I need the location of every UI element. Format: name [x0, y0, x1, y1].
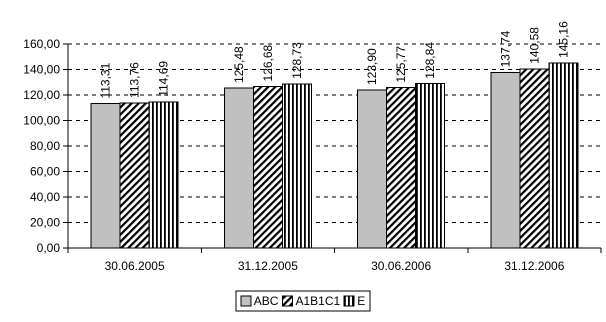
- bar: [415, 83, 446, 249]
- data-label: 128,84: [423, 42, 437, 79]
- bar: [386, 87, 417, 249]
- bar: [548, 62, 579, 249]
- legend-label: E: [357, 294, 365, 308]
- bar: [490, 71, 521, 249]
- legend-label: A1B1C1: [295, 294, 340, 308]
- data-label: 123,90: [365, 48, 379, 85]
- bar: [252, 85, 283, 249]
- y-tick-label: 100,00: [23, 114, 60, 128]
- bar: [148, 101, 179, 249]
- data-label: 145,16: [556, 21, 570, 58]
- y-tick-label: 80,00: [30, 139, 60, 153]
- bar: [223, 87, 254, 249]
- legend-swatch: [343, 295, 355, 307]
- legend-swatch: [281, 295, 293, 307]
- x-tick-label: 30.06.2005: [105, 259, 165, 273]
- x-tick-label: 30.06.2006: [371, 259, 431, 273]
- bar: [119, 102, 150, 249]
- data-label: 113,76: [128, 62, 142, 98]
- data-label: 113,31: [99, 62, 113, 98]
- x-tick-label: 31.12.2005: [238, 259, 298, 273]
- y-tick-label: 20,00: [30, 216, 60, 230]
- legend-swatch: [240, 295, 252, 307]
- bar: [90, 103, 121, 249]
- legend-box: [235, 290, 371, 312]
- bar: [281, 83, 312, 249]
- y-tick-label: 0,00: [37, 241, 61, 255]
- data-label: 125,48: [232, 46, 246, 83]
- plot-area: 0,00 20,00 40,00 60,00 80,00 100,00 120,00 140,…: [23, 21, 602, 273]
- y-tick-label: 60,00: [30, 165, 60, 179]
- bar: [519, 68, 550, 249]
- bar: [357, 89, 388, 249]
- x-tick-label: 31.12.2006: [504, 259, 564, 273]
- y-tick-label: 140,00: [23, 63, 60, 77]
- data-label: 128,73: [290, 42, 304, 79]
- data-label: 126,68: [261, 44, 275, 81]
- y-tick-label: 120,00: [23, 88, 60, 102]
- data-label: 125,77: [394, 46, 408, 83]
- data-label: 140,58: [527, 27, 541, 64]
- data-label: 114,69: [157, 61, 171, 97]
- y-tick-label: 40,00: [30, 190, 60, 204]
- y-tick-label: 160,00: [23, 37, 60, 51]
- data-label: 137,74: [498, 30, 512, 67]
- legend: ABC A1B1C1 E: [235, 290, 371, 312]
- legend-label: ABC: [254, 294, 279, 308]
